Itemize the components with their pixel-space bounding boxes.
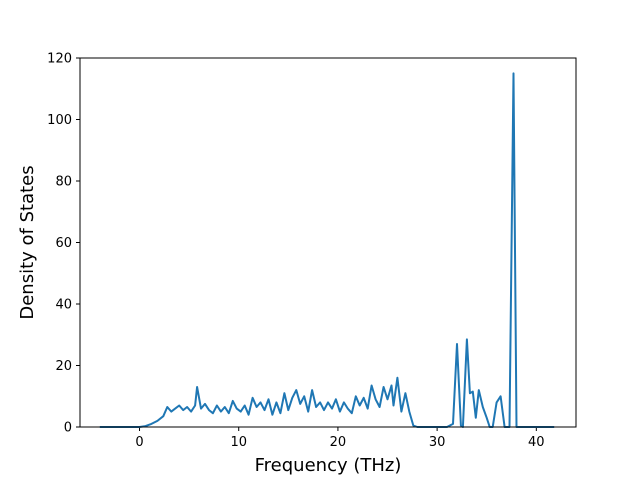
y-tick-label: 60: [55, 236, 72, 251]
y-tick-label: 100: [47, 113, 72, 128]
x-tick-label: 0: [135, 435, 143, 450]
y-axis-ticks: 0 20 40 60 80 100 120: [47, 52, 80, 436]
x-axis-ticks: 0 10 20 30 40: [135, 427, 545, 450]
y-tick-label: 120: [47, 52, 72, 67]
y-tick-label: 40: [55, 298, 72, 313]
x-tick-label: 20: [330, 435, 347, 450]
x-tick-label: 10: [230, 435, 247, 450]
y-tick-label: 80: [55, 175, 72, 190]
x-axis-label: Frequency (THz): [255, 455, 402, 476]
plot-frame: [79, 57, 577, 428]
series-layer: [99, 72, 555, 428]
y-tick-label: 20: [55, 359, 72, 374]
plot-background: [80, 58, 576, 427]
y-axis-label: Density of States: [17, 165, 38, 319]
x-tick-label: 40: [528, 435, 545, 450]
dos-line: [99, 72, 555, 428]
x-tick-label: 30: [429, 435, 446, 450]
y-tick-label: 0: [64, 421, 72, 436]
